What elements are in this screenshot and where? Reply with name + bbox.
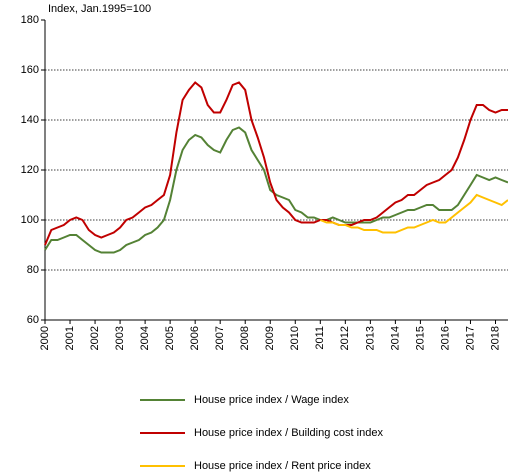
y-tick-label: 80 xyxy=(27,264,39,276)
x-tick-label: 2016 xyxy=(439,326,451,350)
y-tick-label: 180 xyxy=(21,14,39,26)
y-tick-label: 160 xyxy=(21,64,39,76)
y-tick-label: 60 xyxy=(27,314,39,326)
x-tick-label: 2017 xyxy=(464,326,476,350)
series-line xyxy=(44,126,508,254)
x-tick-label: 2008 xyxy=(239,326,251,350)
x-tick-label: 2006 xyxy=(189,326,201,350)
legend-label: House price index / Building cost index xyxy=(194,427,383,439)
x-tick-label: 2003 xyxy=(114,326,126,350)
y-tick-label: 140 xyxy=(21,114,39,126)
x-tick-label: 2010 xyxy=(289,326,301,350)
x-tick-label: 2015 xyxy=(414,326,426,350)
x-tick-label: 2000 xyxy=(39,326,51,350)
x-tick-label: 2005 xyxy=(164,326,176,350)
x-tick-label: 2014 xyxy=(389,326,401,350)
series-line xyxy=(319,193,508,234)
series-line xyxy=(44,81,508,246)
x-tick-label: 2009 xyxy=(264,326,276,350)
chart-title: Index, Jan.1995=100 xyxy=(48,3,151,15)
x-tick-label: 2002 xyxy=(89,326,101,350)
x-tick-label: 2011 xyxy=(314,326,326,350)
x-tick-label: 2001 xyxy=(64,326,76,350)
x-tick-label: 2004 xyxy=(139,326,151,350)
legend-label: House price index / Wage index xyxy=(194,394,349,406)
x-tick-label: 2018 xyxy=(489,326,501,350)
x-tick-label: 2013 xyxy=(364,326,376,350)
x-tick-label: 2007 xyxy=(214,326,226,350)
x-tick-label: 2012 xyxy=(339,326,351,350)
legend-label: House price index / Rent price index xyxy=(194,460,371,472)
y-tick-label: 120 xyxy=(21,164,39,176)
y-tick-label: 100 xyxy=(21,214,39,226)
